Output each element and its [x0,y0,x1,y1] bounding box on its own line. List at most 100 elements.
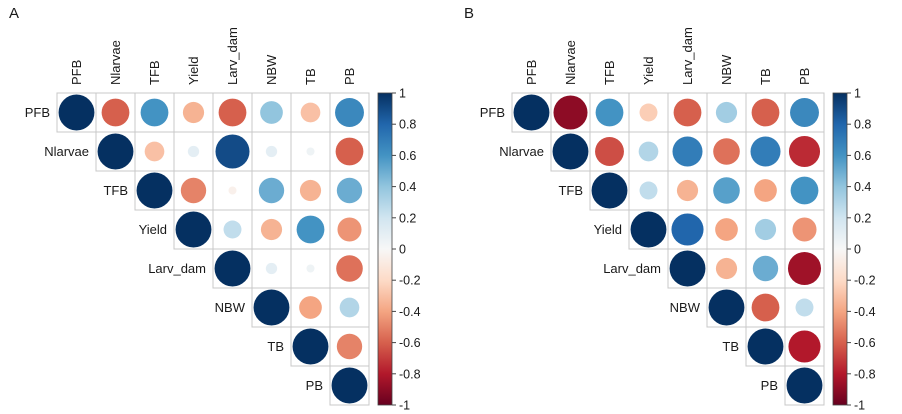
row-label: TB [267,339,284,354]
corr-circle [713,138,740,165]
colorbar-tick-label: 1 [854,87,861,101]
colorbar-tick-label: -1 [854,399,865,413]
corr-circle [215,134,250,169]
corr-circle [228,186,237,195]
corr-circle [218,98,247,127]
corr-circle [751,98,780,127]
corr-circle [101,98,130,127]
corr-circle [795,298,814,317]
row-label: TB [722,339,739,354]
column-label: Nlarvae [563,40,578,85]
row-label: Nlarvae [499,144,544,159]
colorbar-tick-label: -0.6 [854,336,876,350]
corr-circle [136,172,173,209]
corr-circle [595,98,624,127]
corr-circle [214,250,251,287]
row-label: PB [306,378,323,393]
corr-circle [788,330,821,363]
column-label: NBW [264,54,279,85]
corr-circle [336,333,363,360]
corr-circle [639,181,658,200]
corr-circle [751,293,780,322]
colorbar-tick-label: -0.8 [399,367,421,381]
corr-circle [175,211,212,248]
colorbar [377,92,393,406]
colorbar-tick-label: 0.8 [854,118,871,132]
corr-circle [260,218,283,241]
column-label: PB [342,68,357,85]
column-label: Nlarvae [108,40,123,85]
corr-circle [296,215,325,244]
corr-circle [58,94,95,131]
corr-circle [336,177,363,204]
corr-circle [300,102,321,123]
corr-circle [144,141,165,162]
colorbar [832,92,848,406]
corr-circle [299,296,322,319]
corr-circle [787,251,822,286]
colorbar-tick-label: -0.4 [854,305,876,319]
panel-b-label: B [464,5,475,22]
corr-circle [260,101,283,124]
corr-circle [708,289,745,326]
corr-circle [673,98,702,127]
row-label: PB [761,378,778,393]
corr-circle [713,177,740,204]
corr-circle [630,211,667,248]
column-label: Larv_dam [225,27,240,85]
corr-circle [715,218,738,241]
matrix-cell [784,365,825,406]
colorbar-tick-label: 0.8 [399,118,416,132]
corr-circle [790,98,819,127]
colorbar-tick-label: -0.6 [399,336,421,350]
column-label: TFB [602,60,617,85]
colorbar-tick-label: -1 [399,399,410,413]
corr-circle [750,136,781,167]
colorbar-tick-label: -0.2 [399,274,421,288]
corr-circle [337,217,362,242]
panel-a-label: A [9,5,20,22]
corr-circle [754,218,777,241]
corr-circle [671,213,704,246]
row-label: Nlarvae [44,144,89,159]
corr-circle [513,94,550,131]
corr-circle [552,133,589,170]
colorbar-tick-label: 0 [399,243,406,257]
colorbar-tick-label: 0.4 [854,180,871,194]
row-label: Yield [594,222,622,237]
corr-circle [591,172,628,209]
row-label: TFB [103,183,128,198]
corr-circle [306,147,315,156]
corr-circle [331,367,368,404]
column-label: Yield [641,57,656,85]
colorbar-tick-label: -0.4 [399,305,421,319]
colorbar-tick-label: 0.6 [854,149,871,163]
colorbar-tick-label: 0.2 [399,211,416,225]
corr-circle [638,141,659,162]
column-label: Larv_dam [680,27,695,85]
column-label: TB [303,68,318,85]
corr-circle [553,95,588,130]
colorbar-tick-label: 0.2 [854,211,871,225]
column-label: TB [758,68,773,85]
corr-circle [182,101,205,124]
row-label: PFB [25,105,50,120]
row-label: TFB [558,183,583,198]
row-label: Yield [139,222,167,237]
column-label: NBW [719,54,734,85]
corr-circle [754,179,777,202]
colorbar-tick-label: 0.4 [399,180,416,194]
colorbar-tick-label: -0.2 [854,274,876,288]
corr-circle [180,177,207,204]
corr-circle [339,297,360,318]
corr-circle [299,179,322,202]
corr-circle [715,257,738,280]
corr-circle [676,179,699,202]
corr-circle [595,137,624,166]
corr-circle [752,255,779,282]
colorbar-tick-label: -0.8 [854,367,876,381]
corr-circle [223,220,242,239]
corr-circle [639,103,658,122]
corr-circle [265,145,278,158]
